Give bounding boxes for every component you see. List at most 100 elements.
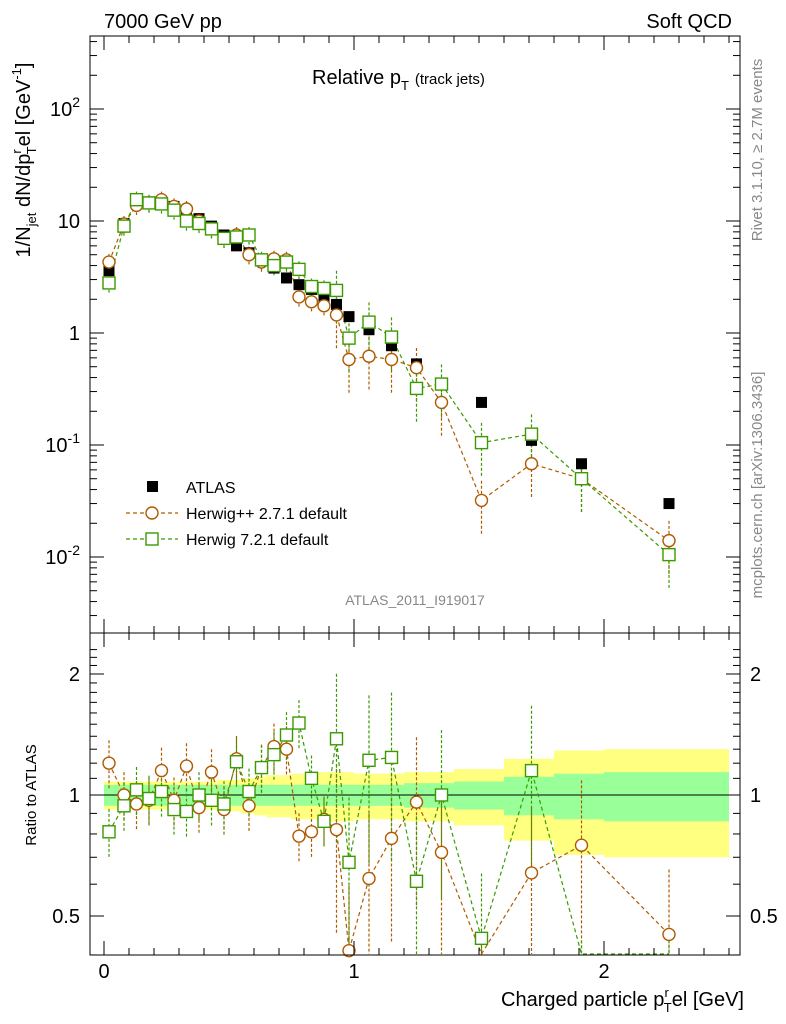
herwig7-point xyxy=(329,283,344,298)
ratio-herwig7-point xyxy=(434,788,449,802)
herwigpp-point xyxy=(242,248,256,262)
ratio-band-inner xyxy=(504,776,554,816)
ratio-herwig7-point xyxy=(217,797,231,811)
main-y-tick-label: 10-1 xyxy=(45,430,80,457)
herwig7-point xyxy=(279,255,294,269)
herwigpp-point xyxy=(179,202,194,216)
ratio-herwigpp-point xyxy=(242,799,256,813)
herwig7-point xyxy=(304,279,319,294)
herwig7-point xyxy=(217,231,231,246)
ratio-herwigpp-point xyxy=(574,838,589,852)
ratio-herwigpp-point xyxy=(179,759,194,773)
herwig7-point xyxy=(102,276,116,290)
mcplots-label: mcplots.cern.ch [arXiv:1306.3436] xyxy=(749,372,766,599)
atlas-point xyxy=(293,279,305,291)
ratio-herwig7-point xyxy=(142,791,156,806)
ratio-herwig7-point xyxy=(192,788,206,802)
atlas-point xyxy=(363,324,375,336)
ratio-herwig7-point xyxy=(304,771,319,786)
ratio-y-tick-label-left: 0.5 xyxy=(52,906,80,928)
x-tick-label: 1 xyxy=(348,961,359,983)
herwig7-point xyxy=(117,219,131,233)
herwigpp-point xyxy=(434,395,449,410)
atlas-point xyxy=(386,340,397,352)
ratio-herwig7-point xyxy=(167,802,181,817)
ratio-herwigpp-point xyxy=(192,800,206,815)
y-axis-label-ratio: Ratio to ATLAS xyxy=(23,744,40,845)
ratio-herwigpp-point xyxy=(129,797,144,811)
rivet-label: Rivet 3.1.10, ≥ 2.7M events xyxy=(749,59,766,242)
herwig7-point xyxy=(154,197,169,211)
herwigpp-point xyxy=(317,299,331,313)
herwigpp-point xyxy=(102,255,116,269)
main-y-tick-label: 1 xyxy=(69,323,80,345)
herwig7-point xyxy=(362,315,376,329)
ratio-frame xyxy=(89,632,741,956)
herwig7-point xyxy=(317,281,331,296)
ratio-herwig7-point xyxy=(267,747,281,762)
ratio-herwig7-point xyxy=(102,825,116,839)
herwig7-point xyxy=(384,330,399,344)
ratio-y-tick-label-right: 2 xyxy=(750,664,761,686)
ratio-herwigpp-point xyxy=(102,756,116,770)
ratio-herwigpp-point xyxy=(204,765,219,779)
ratio-herwigpp-point xyxy=(362,871,376,886)
atlas-point xyxy=(331,298,342,310)
ratio-herwig7-point xyxy=(329,732,344,746)
herwigpp-point xyxy=(524,457,539,471)
herwigpp-point xyxy=(384,352,399,367)
header-right: Soft QCD xyxy=(646,11,732,33)
ratio-herwig7-point xyxy=(524,763,539,778)
axis-ticks xyxy=(90,36,740,956)
ratio-herwig7-point xyxy=(342,855,356,870)
herwigpp-point xyxy=(362,349,376,363)
ratio-herwig7-point xyxy=(242,784,256,799)
legend-marker-atlas xyxy=(147,481,158,492)
main-y-tick-label: 10-2 xyxy=(45,542,80,569)
ratio-herwigpp-point xyxy=(292,829,306,843)
herwig7-point xyxy=(242,228,256,242)
ratio-herwig7-point xyxy=(292,716,306,730)
ratio-herwigpp-point xyxy=(384,831,399,846)
legend-marker-herwig7 xyxy=(145,532,159,546)
atlas-point xyxy=(318,291,330,303)
herwig7-point xyxy=(142,196,156,210)
herwig7-point xyxy=(662,547,676,562)
plot-title: Relative pT (track jets) xyxy=(312,67,485,93)
herwigpp-point xyxy=(662,533,676,548)
ratio-herwig7-point xyxy=(317,814,331,829)
herwigpp-point xyxy=(329,308,344,322)
herwig7-point xyxy=(434,377,449,391)
herwigpp-point xyxy=(292,290,306,304)
ratio-herwigpp-point xyxy=(329,822,344,837)
herwig7-point xyxy=(409,381,424,396)
herwigpp-point xyxy=(304,295,319,309)
ratio-herwig7-point xyxy=(129,783,144,797)
ratio-herwigpp-point xyxy=(154,763,169,778)
herwig7-point xyxy=(129,192,144,207)
ratio-band-inner xyxy=(604,772,729,822)
ratio-herwigpp-point xyxy=(342,943,356,958)
atlas-point xyxy=(281,272,292,284)
ratio-herwig7-point xyxy=(474,931,489,946)
herwig7-point xyxy=(204,222,219,236)
herwig7-point xyxy=(474,435,489,450)
atlas-point xyxy=(476,396,487,408)
x-tick-label: 0 xyxy=(98,961,109,983)
ratio-herwig7-point xyxy=(254,760,269,775)
ratio-herwigpp-point xyxy=(279,742,294,756)
ratio-herwig7-point xyxy=(117,799,131,813)
ratio-herwigpp-point xyxy=(409,795,424,809)
ratio-band-inner xyxy=(454,781,504,810)
ratio-herwig7-point xyxy=(229,755,244,769)
x-axis-label: Charged particle pr Tel [GeV] xyxy=(501,985,744,1015)
herwig7-point xyxy=(179,214,194,228)
herwig7-point xyxy=(192,216,206,231)
atlas-point xyxy=(576,458,587,470)
ratio-herwig7-point xyxy=(409,874,424,888)
atlas-point xyxy=(343,311,355,323)
series-line-2 xyxy=(108,198,670,556)
main-y-tick-label: 10 xyxy=(58,211,80,233)
axis-tick-labels: 10-2 10-1 1 10 102 0.5 0.5 1 1 2 2 0 1 2 xyxy=(45,94,778,983)
